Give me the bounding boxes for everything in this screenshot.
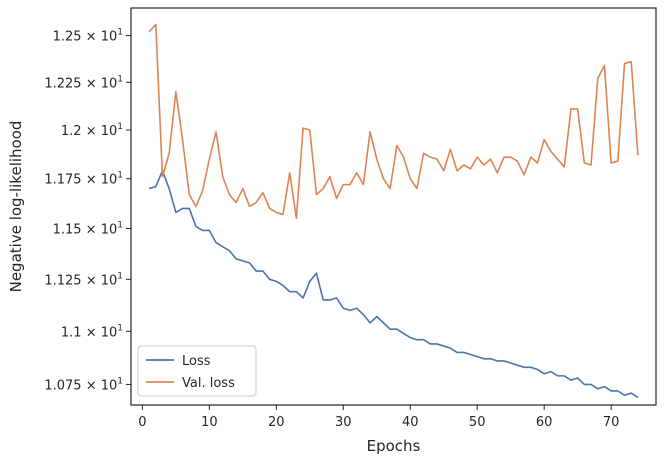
y-tick-label: 1.075 × 101 — [44, 376, 123, 393]
x-tick-label: 70 — [603, 415, 620, 430]
x-axis-label: Epochs — [367, 437, 421, 455]
x-tick-label: 40 — [402, 415, 419, 430]
x-tick-label: 30 — [335, 415, 352, 430]
y-axis-label: Negative log-likelihood — [7, 121, 25, 293]
series-layer — [148, 23, 639, 399]
y-tick-label: 1.175 × 101 — [44, 171, 123, 188]
y-tick-label: 1.2 × 101 — [61, 122, 123, 139]
x-tick-label: 20 — [268, 415, 285, 430]
series-line-val-loss — [148, 23, 639, 220]
y-tick-label: 1.15 × 101 — [53, 220, 123, 237]
x-tick-label: 60 — [536, 415, 553, 430]
y-axis: 1.075 × 101 1.1 × 101 1.125 × 101 1.15 × 10… — [44, 28, 131, 393]
legend-label: Val. loss — [182, 376, 235, 391]
x-axis: 0 10 20 30 40 50 60 70 — [138, 405, 619, 430]
x-tick-label: 0 — [138, 415, 146, 430]
y-tick-label: 1.25 × 101 — [53, 28, 123, 45]
y-tick-label: 1.1 × 101 — [61, 323, 123, 340]
x-tick-label: 50 — [469, 415, 486, 430]
y-tick-label: 1.225 × 101 — [44, 74, 123, 91]
legend-label: Loss — [182, 354, 211, 369]
legend-box — [137, 345, 257, 397]
axes-frame — [130, 7, 657, 406]
series-line-loss — [148, 170, 639, 399]
x-tick-label: 10 — [201, 415, 218, 430]
y-tick-label: 1.125 × 101 — [44, 271, 123, 288]
legend: Loss Val. loss — [137, 345, 257, 397]
